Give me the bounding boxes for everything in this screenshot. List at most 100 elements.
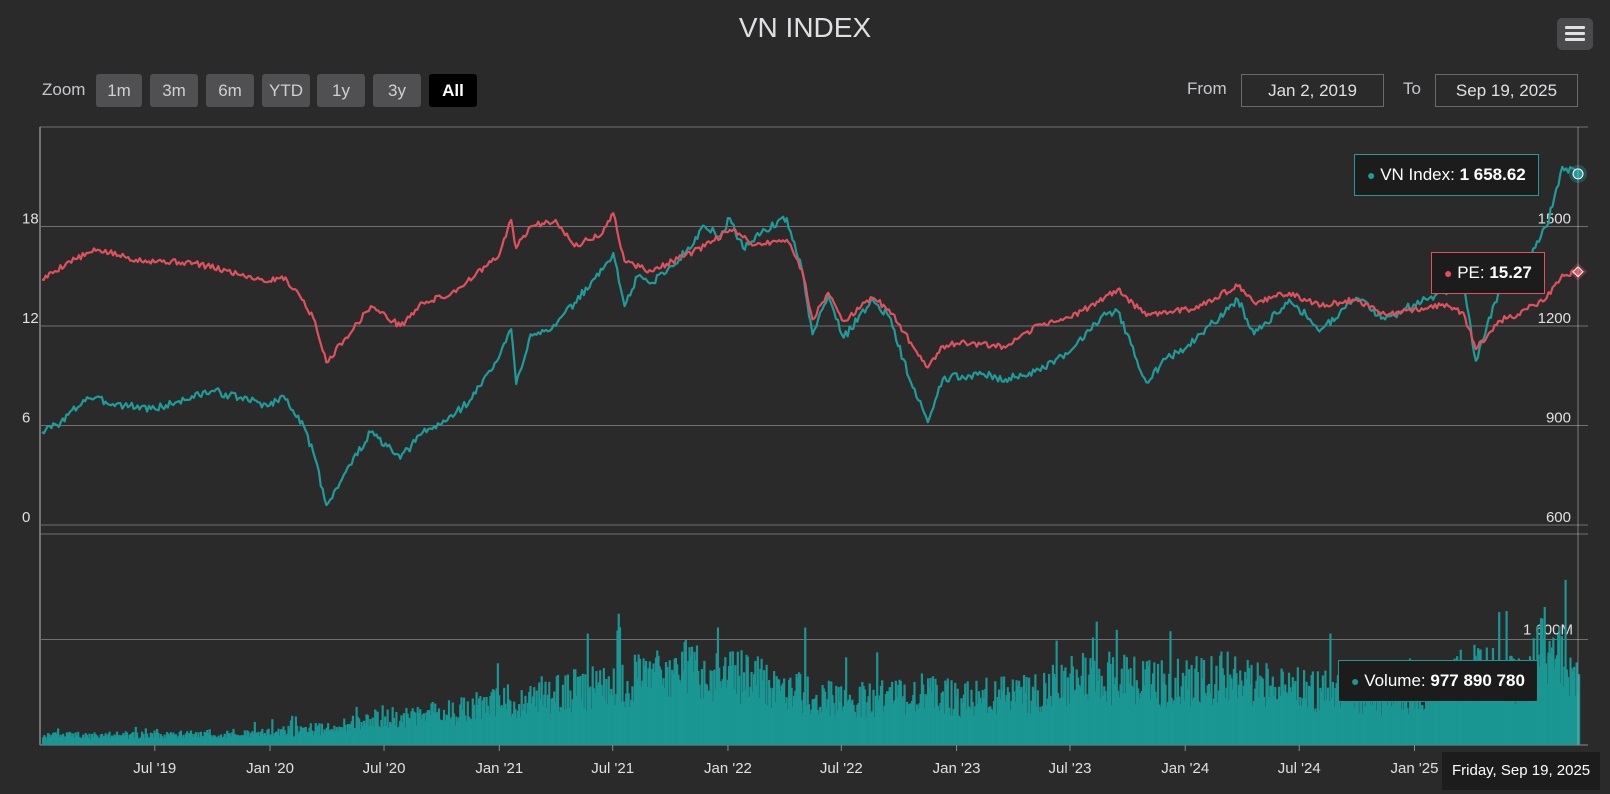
volume-bar — [1542, 638, 1545, 745]
volume-bar — [134, 726, 137, 745]
zoom-3m-button[interactable]: 3m — [150, 74, 198, 107]
volume-bar — [533, 687, 536, 745]
volume-bar — [732, 689, 736, 745]
volume-bar — [323, 729, 326, 745]
volume-bar — [1104, 690, 1107, 745]
volume-bar — [990, 708, 993, 745]
volume-bar — [409, 718, 412, 745]
zoom-all-button[interactable]: All — [429, 74, 477, 107]
volume-bar — [1530, 661, 1533, 745]
volume-bar — [595, 671, 598, 745]
volume-bar — [1371, 705, 1374, 745]
volume-bar — [350, 721, 353, 745]
volume-bar — [291, 715, 294, 745]
zoom-6m-button[interactable]: 6m — [206, 74, 254, 107]
volume-bar — [1114, 677, 1117, 745]
volume-bar — [1250, 664, 1253, 745]
volume-bar — [1483, 660, 1486, 745]
volume-bar — [392, 717, 395, 745]
volume-bar — [1302, 670, 1306, 745]
volume-bar — [1066, 677, 1070, 745]
volume-bar — [568, 708, 571, 745]
volume-bar — [832, 703, 835, 745]
volume-bar — [87, 737, 90, 745]
volume-bar — [519, 717, 522, 745]
volume-bar — [1240, 680, 1243, 745]
volume-bar — [242, 736, 245, 745]
volume-bar — [477, 698, 481, 745]
volume-bar — [1425, 681, 1428, 745]
range-from-input[interactable]: Jan 2, 2019 — [1241, 74, 1384, 107]
zoom-3y-button[interactable]: 3y — [373, 74, 421, 107]
volume-bar — [505, 708, 508, 745]
volume-bar — [274, 731, 278, 745]
volume-bar — [49, 737, 52, 745]
x-tick-label: Jul '23 — [1049, 760, 1092, 777]
volume-bar — [112, 736, 115, 745]
volume-bar — [751, 692, 754, 745]
volume-bar — [1145, 661, 1148, 745]
volume-bar — [752, 674, 756, 745]
volume-bar — [694, 660, 697, 745]
volume-bar — [607, 676, 610, 745]
volume-bar — [1299, 697, 1302, 745]
volume-bar — [1566, 677, 1570, 745]
volume-bar — [882, 711, 885, 745]
volume-bar — [1500, 667, 1503, 745]
volume-bar — [50, 734, 53, 745]
volume-bar — [469, 718, 472, 745]
volume-bar — [621, 664, 624, 745]
volume-bar — [540, 676, 543, 745]
volume-bar — [1387, 691, 1390, 745]
volume-bar — [1091, 637, 1095, 745]
vnindex-tick-label: 900 — [1546, 410, 1571, 427]
volume-bar — [1136, 688, 1140, 745]
volume-bar — [850, 702, 853, 745]
zoom-1m-button[interactable]: 1m — [96, 74, 142, 107]
volume-bar — [1380, 715, 1383, 745]
volume-bar — [576, 676, 579, 745]
volume-bar — [1210, 656, 1213, 745]
volume-bar — [775, 676, 778, 745]
volume-bar — [231, 732, 234, 745]
volume-bar — [1011, 679, 1014, 745]
volume-bar — [1305, 681, 1308, 745]
volume-bar — [1174, 677, 1177, 745]
volume-bar — [339, 727, 342, 745]
volume-bar — [1541, 618, 1544, 745]
volume-bar — [1475, 674, 1479, 745]
zoom-1y-button[interactable]: 1y — [317, 74, 365, 107]
range-to-input[interactable]: Sep 19, 2025 — [1435, 74, 1578, 107]
volume-bar — [465, 721, 468, 745]
volume-bar — [797, 672, 801, 745]
volume-bar — [349, 723, 352, 745]
volume-bar — [254, 733, 258, 745]
volume-bar — [734, 665, 737, 745]
x-tick-label: Jul '21 — [591, 760, 634, 777]
volume-bar — [965, 709, 968, 745]
volume-bar — [711, 701, 715, 745]
volume-bar — [1544, 663, 1548, 745]
volume-bar — [370, 725, 373, 745]
volume-bar — [1144, 669, 1147, 745]
volume-bar — [137, 738, 140, 745]
volume-bar — [1496, 677, 1500, 745]
volume-bar — [447, 700, 451, 745]
volume-bar — [1574, 695, 1577, 745]
pe-tick-label: 12 — [22, 310, 39, 327]
zoom-ytd-button[interactable]: YTD — [262, 74, 310, 107]
volume-bar — [510, 716, 513, 745]
volume-bar — [1294, 680, 1297, 745]
volume-bar — [471, 698, 474, 745]
volume-bar — [866, 702, 869, 745]
volume-bar — [716, 627, 720, 745]
volume-bar — [1286, 694, 1289, 745]
volume-bar — [608, 694, 612, 745]
volume-bar — [1045, 705, 1048, 745]
volume-bar — [1229, 674, 1232, 745]
volume-bar — [47, 733, 50, 745]
volume-bar — [972, 715, 976, 745]
volume-bar — [693, 651, 696, 745]
menu-icon[interactable] — [1557, 18, 1593, 50]
